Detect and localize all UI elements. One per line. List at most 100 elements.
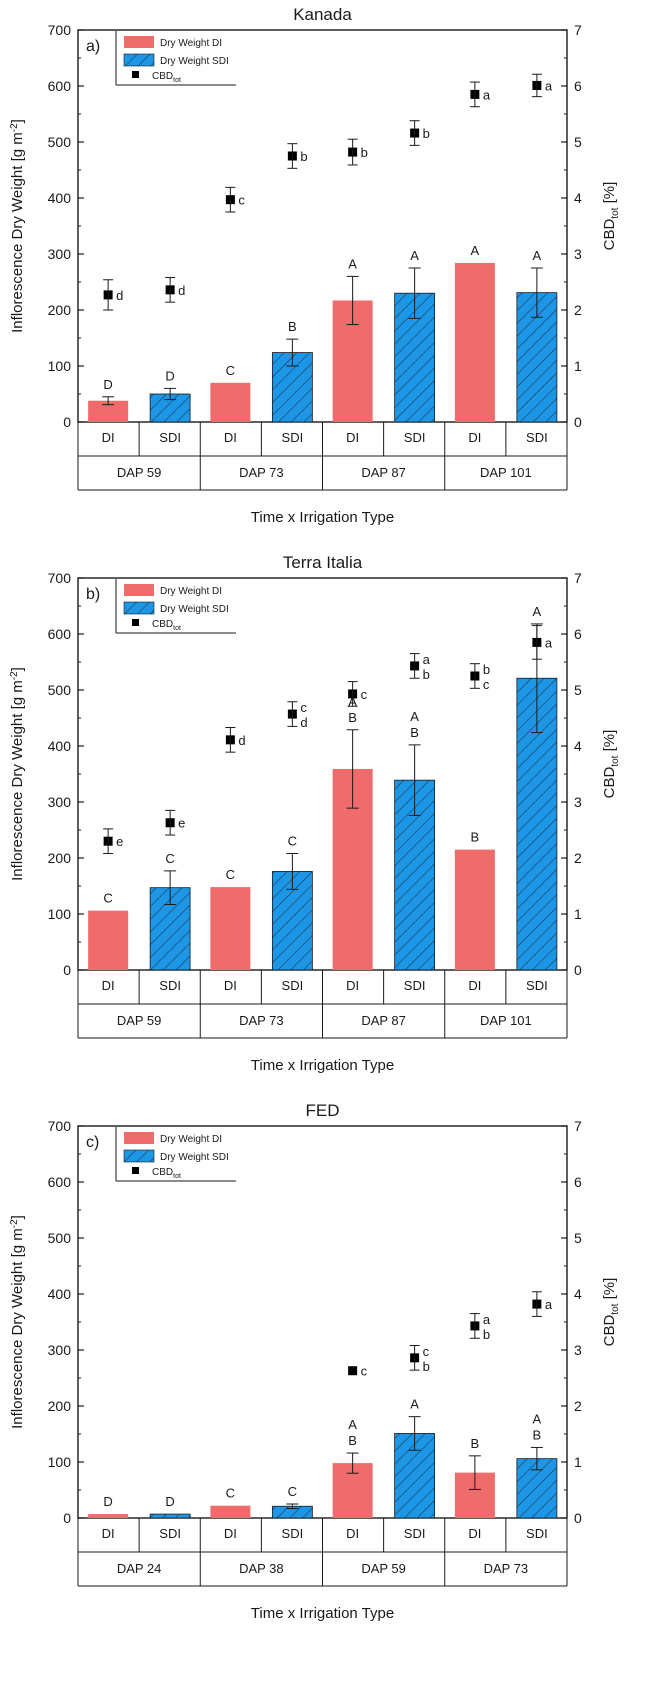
bar-letter: B <box>288 319 297 334</box>
x-group-label: SDI <box>282 978 304 993</box>
x-category-label: DAP 73 <box>239 465 284 480</box>
bar-letter: B <box>348 1433 357 1448</box>
legend-marker-cbd <box>132 619 139 626</box>
y2-tick-label: 6 <box>574 626 582 642</box>
bar-letter: B <box>471 1436 480 1451</box>
bar-letter: C <box>226 867 235 882</box>
y2-tick-label: 0 <box>574 414 582 430</box>
cbd-letter: a <box>423 652 431 667</box>
x-group-label: DI <box>102 430 115 445</box>
y2-tick-label: 7 <box>574 1118 582 1134</box>
bar-letter: A <box>410 248 419 263</box>
cbd-letter: c <box>483 677 490 692</box>
y-tick-label: 200 <box>48 850 72 866</box>
y2-tick-label: 1 <box>574 358 582 374</box>
chart-panel-1: Kanada a) 0 100 200 300 400 500 600 700 0 1 2 3 4 5 6 7 In… <box>9 5 621 526</box>
cbd-letter: b <box>423 1359 430 1374</box>
y2-axis-label: CBDtot [%] <box>601 730 621 799</box>
x-group-label: DI <box>102 1526 115 1541</box>
cbd-letter: d <box>300 715 307 730</box>
cbd-letter: c <box>361 687 368 702</box>
y-tick-label: 100 <box>48 358 72 374</box>
x-group-label: DI <box>468 978 481 993</box>
legend-swatch-di <box>124 1132 154 1144</box>
bar-sdi <box>271 352 313 423</box>
bar-letter: A <box>410 1397 419 1412</box>
cbd-letter: a <box>545 1297 553 1312</box>
y2-tick-label: 3 <box>574 794 582 810</box>
y-tick-label: 0 <box>63 962 71 978</box>
chart-title: Terra Italia <box>283 553 363 572</box>
x-group-label: SDI <box>282 1526 304 1541</box>
bar-di <box>88 400 129 422</box>
y2-tick-label: 5 <box>574 134 582 150</box>
cbd-letter: d <box>116 288 123 303</box>
y2-tick-label: 2 <box>574 1398 582 1414</box>
y2-tick-label: 0 <box>574 962 582 978</box>
y2-axis-label: CBDtot [%] <box>601 1278 621 1347</box>
y2-tick-label: 0 <box>574 1510 582 1526</box>
y2-tick-label: 1 <box>574 906 582 922</box>
y-tick-label: 300 <box>48 1342 72 1358</box>
x-category-label: DAP 38 <box>239 1561 284 1576</box>
x-group-label: DI <box>224 978 237 993</box>
bar-letter: D <box>165 368 174 383</box>
bar-letter: A <box>533 1411 542 1426</box>
y-tick-label: 400 <box>48 1286 72 1302</box>
x-group-label: DI <box>224 1526 237 1541</box>
legend-label-di: Dry Weight DI <box>160 1134 222 1145</box>
y-axis-label: Inflorescence Dry Weight [g m-2] <box>9 119 26 333</box>
x-group-label: SDI <box>404 1526 426 1541</box>
chart-title: FED <box>306 1101 340 1120</box>
cbd-letter: e <box>116 834 123 849</box>
legend-swatch-sdi <box>123 53 155 67</box>
panel-label: b) <box>86 586 100 603</box>
bar-letter: D <box>165 1494 174 1509</box>
y2-tick-label: 6 <box>574 1174 582 1190</box>
y2-tick-label: 4 <box>574 190 582 206</box>
y-tick-label: 100 <box>48 906 72 922</box>
chart-title: Kanada <box>293 5 352 24</box>
y-tick-label: 300 <box>48 246 72 262</box>
x-category-label: DAP 24 <box>117 1561 162 1576</box>
cbd-letter: b <box>483 1327 490 1342</box>
y-tick-label: 300 <box>48 794 72 810</box>
x-group-label: DI <box>468 430 481 445</box>
y2-tick-label: 3 <box>574 246 582 262</box>
legend-label-sdi: Dry Weight SDI <box>160 56 229 67</box>
bar-di <box>88 910 129 970</box>
y2-tick-label: 3 <box>574 1342 582 1358</box>
y-tick-label: 700 <box>48 22 72 38</box>
y-axis-label: Inflorescence Dry Weight [g m-2] <box>9 667 26 881</box>
plot-frame <box>77 1125 568 1519</box>
y2-tick-label: 7 <box>574 22 582 38</box>
x-group-label: DI <box>346 1526 359 1541</box>
x-group-label: DI <box>346 978 359 993</box>
y-tick-label: 500 <box>48 134 72 150</box>
x-group-label: DI <box>468 1526 481 1541</box>
bar-di <box>454 849 495 970</box>
legend-label-cbd: CBDtot <box>152 1167 181 1180</box>
bar-letter: D <box>103 1494 112 1509</box>
cbd-letter: c <box>300 700 307 715</box>
y-tick-label: 700 <box>48 570 72 586</box>
bar-letter: A <box>410 709 419 724</box>
y-tick-label: 600 <box>48 78 72 94</box>
cbd-letter: b <box>423 126 430 141</box>
bar-letter: B <box>348 710 357 725</box>
y-tick-label: 400 <box>48 190 72 206</box>
cbd-letter: b <box>423 667 430 682</box>
x-category-label: DAP 59 <box>361 1561 406 1576</box>
cbd-letter: a <box>545 635 553 650</box>
legend-marker-cbd <box>132 71 139 78</box>
bar-letter: A <box>533 248 542 263</box>
y2-tick-label: 7 <box>574 570 582 586</box>
bar-letter: A <box>471 243 480 258</box>
y-tick-label: 400 <box>48 738 72 754</box>
bar-letter: C <box>226 1486 235 1501</box>
x-group-label: SDI <box>526 978 548 993</box>
bar-letter: C <box>103 891 112 906</box>
x-group-label: DI <box>224 430 237 445</box>
legend-label-di: Dry Weight DI <box>160 586 222 597</box>
